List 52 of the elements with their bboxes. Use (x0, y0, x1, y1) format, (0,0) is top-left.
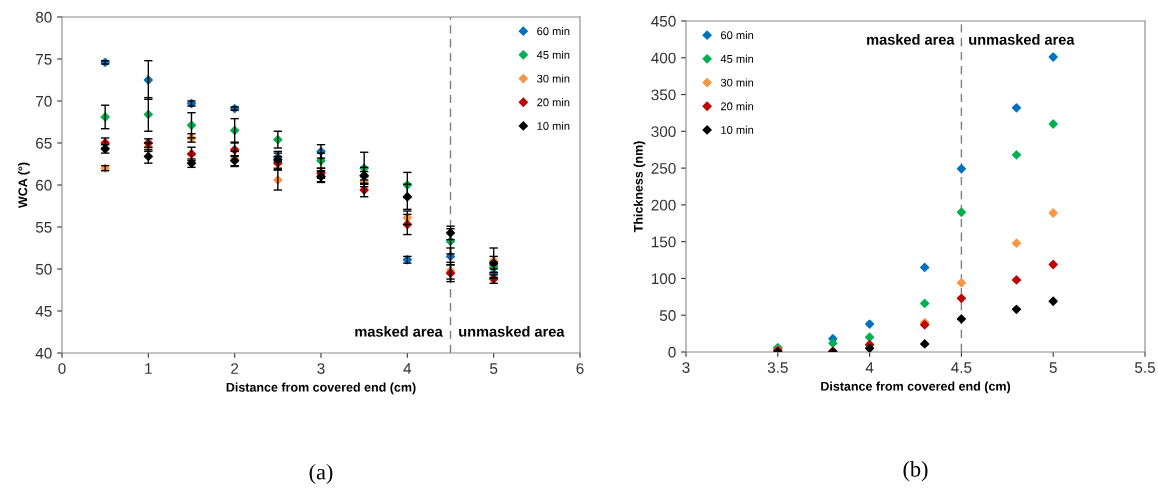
y-tick-label: 65 (36, 137, 52, 149)
y-axis-title: WCA (°) (18, 162, 30, 209)
y-tick-label: 70 (36, 95, 52, 107)
y-tick-label: 400 (651, 52, 676, 64)
y-tick-label: 60 (36, 179, 52, 191)
x-tick-label: 4.5 (951, 362, 972, 373)
legend-label: 10 min (537, 121, 570, 130)
annotation: masked area (355, 326, 443, 337)
legend-label: 20 min (537, 98, 570, 107)
y-tick-label: 350 (651, 89, 676, 101)
x-tick-label: 4 (403, 363, 412, 374)
x-axis-title: Distance from covered end (cm) (226, 382, 416, 395)
y-tick-label: 450 (651, 15, 676, 27)
y-tick-label: 0 (668, 346, 676, 358)
legend-label: 30 min (537, 74, 570, 83)
x-tick-label: 5.5 (1134, 362, 1155, 373)
y-tick-label: 250 (651, 162, 676, 174)
x-tick-label: 6 (576, 363, 584, 374)
x-tick-label: 2 (231, 363, 239, 374)
legend-label: 45 min (720, 54, 754, 63)
annotation: unmasked area (459, 326, 565, 337)
y-axis-title: Thickness (nm) (633, 141, 646, 233)
y-tick-label: 50 (659, 310, 676, 321)
y-tick-label: 100 (651, 273, 676, 285)
text: (b) (903, 461, 928, 482)
x-tick-label: 4 (865, 362, 874, 373)
x-tick-label: 0 (58, 363, 66, 374)
x-tick-label: 3.5 (767, 362, 788, 373)
x-tick-label: 5 (490, 363, 498, 374)
x-axis-title: Distance from covered end (cm) (821, 381, 1011, 394)
legend-label: 20 min (721, 102, 754, 111)
annotation: masked area (867, 34, 955, 45)
legend-label: 45 min (536, 50, 570, 59)
x-tick-label: 3 (317, 363, 325, 374)
x-tick-label: 3 (682, 362, 690, 373)
y-tick-label: 45 (35, 306, 52, 317)
y-tick-label: 40 (35, 347, 52, 359)
text: (a) (309, 463, 333, 485)
y-tick-label: 75 (36, 54, 52, 65)
y-tick-label: 50 (35, 263, 52, 275)
y-tick-label: 80 (35, 11, 52, 23)
legend-label: 60 min (721, 31, 754, 40)
y-tick-label: 150 (651, 236, 676, 248)
legend-label: 30 min (720, 78, 754, 87)
y-tick-label: 300 (651, 126, 676, 138)
x-tick-label: 5 (1049, 362, 1057, 373)
y-tick-label: 200 (651, 199, 676, 211)
annotation: unmasked area (969, 34, 1075, 45)
x-tick-label: 1 (145, 363, 152, 374)
legend-label: 60 min (537, 27, 570, 36)
legend-label: 10 min (721, 125, 754, 134)
y-tick-label: 55 (35, 222, 52, 233)
